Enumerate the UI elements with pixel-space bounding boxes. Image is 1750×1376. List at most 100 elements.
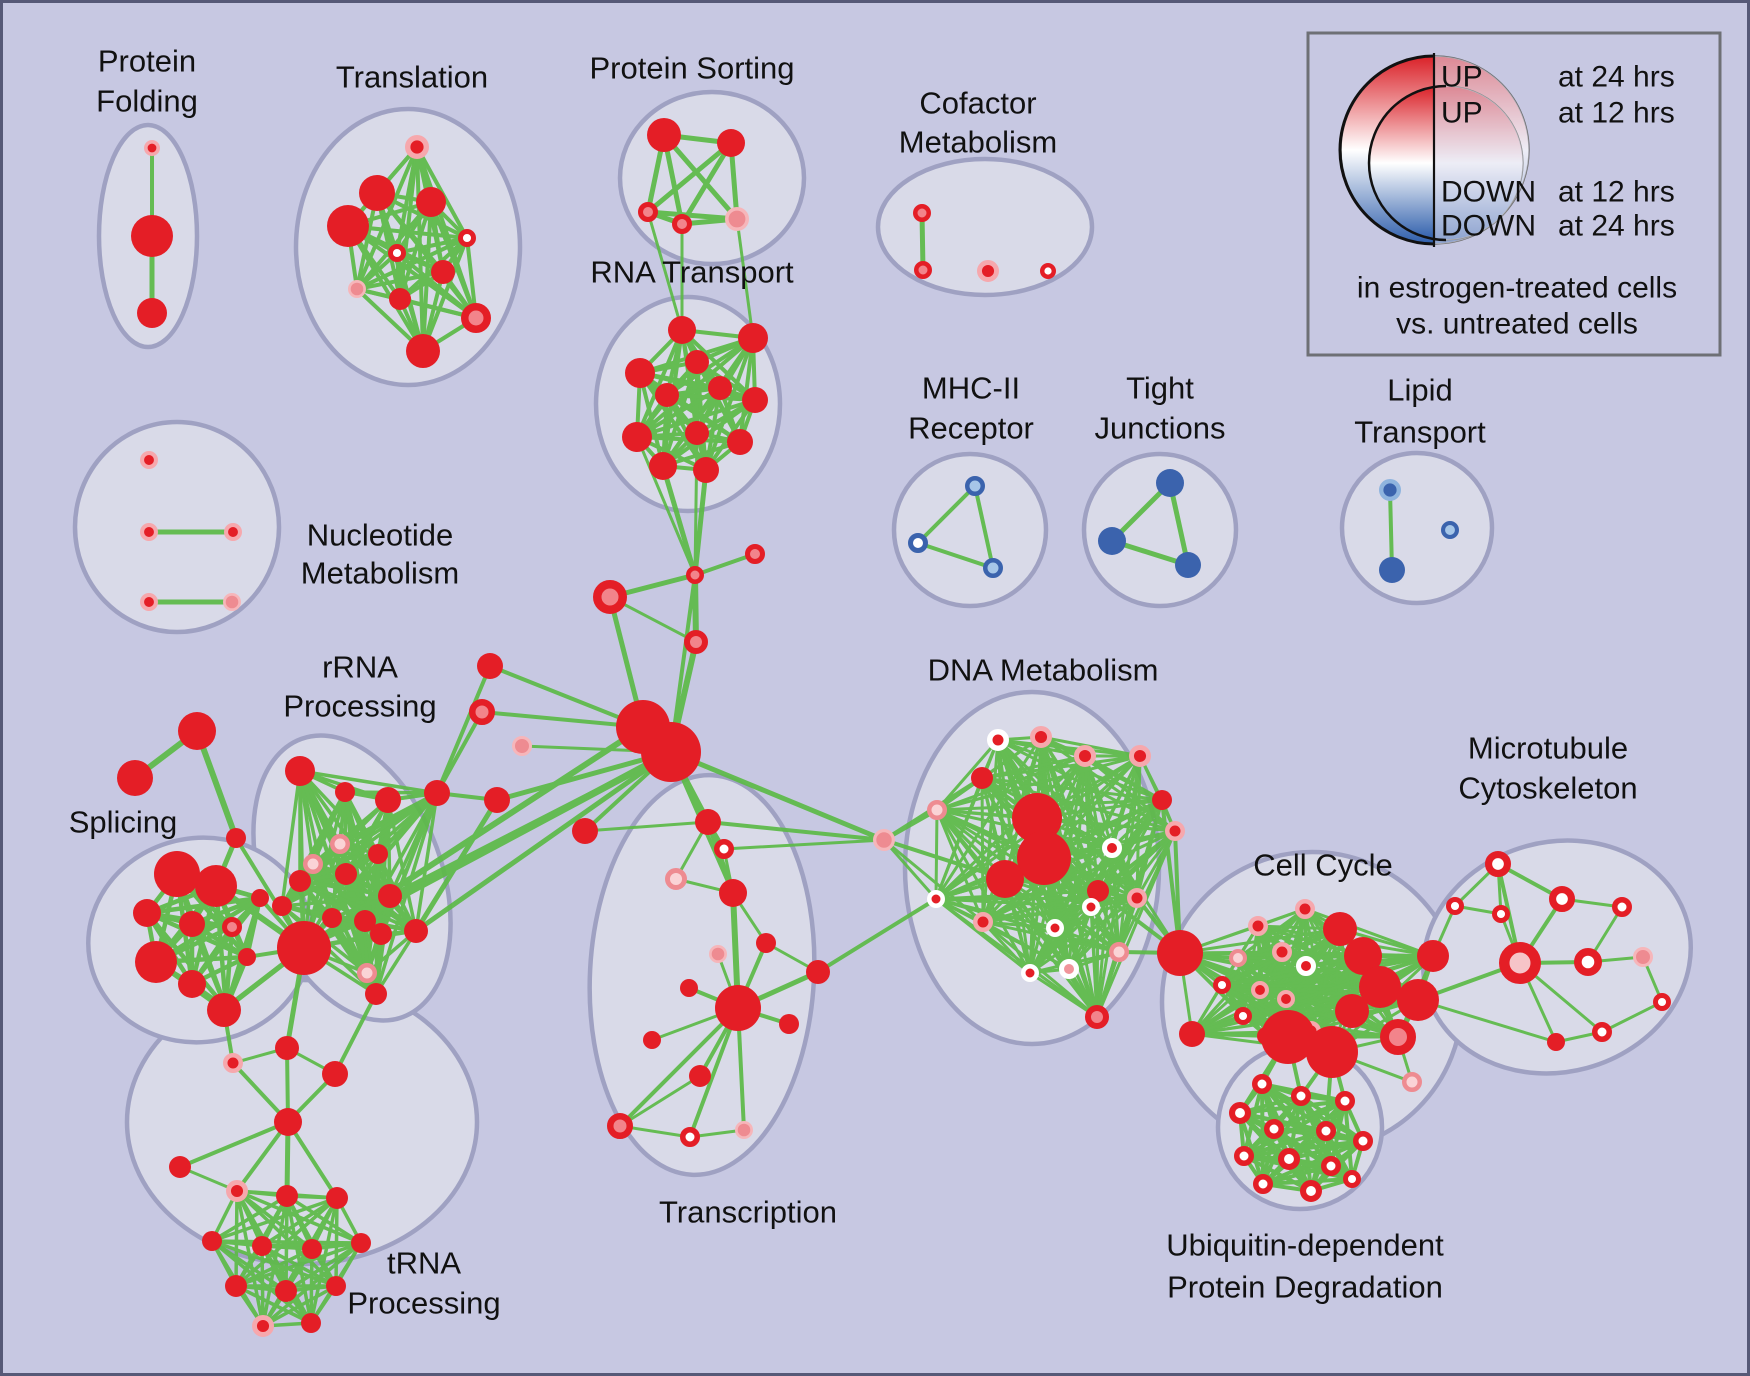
network-node-st2 (117, 760, 153, 796)
network-node-pf3 (137, 298, 167, 328)
network-edge (679, 140, 734, 227)
network-edge (1053, 926, 1121, 954)
network-edge (280, 894, 392, 908)
network-node-cc6 (1251, 981, 1270, 1000)
network-edge (693, 552, 757, 577)
cluster-label-rna-transport: RNA Transport (590, 255, 794, 290)
network-edge (309, 1196, 339, 1325)
network-node-cc19 (1306, 1026, 1358, 1078)
network-node-rr18 (272, 896, 292, 916)
network-edge (388, 750, 673, 898)
network-edge (934, 754, 1087, 901)
network-node-rr1 (277, 921, 331, 975)
network-edge (816, 897, 938, 974)
network-node-sp1 (154, 851, 200, 897)
network-node-tn4 (322, 1061, 348, 1087)
network-node-tx2 (714, 839, 734, 859)
network-node-ub10 (1321, 1156, 1341, 1176)
network-node-tn12 (302, 1239, 322, 1259)
network-node-tr7 (431, 260, 455, 284)
legend-box (1306, 31, 1722, 357)
network-edge (234, 1189, 239, 1288)
network-node-tr4 (327, 205, 369, 247)
legend-footer-line-1: vs. untreated cells (1396, 308, 1638, 341)
network-node-tj2 (1098, 527, 1126, 555)
network-edge (1287, 1139, 1365, 1161)
network-node-tx3 (664, 867, 687, 890)
network-edge (704, 336, 755, 472)
network-node-mt11 (1445, 896, 1464, 915)
network-edge (413, 749, 674, 934)
legend: UP at 24 hrs UP at 12 hrs DOWN at 12 hrs DOWN a… (1306, 31, 1722, 357)
network-edge (934, 808, 939, 901)
network-node-cc3 (1229, 949, 1248, 968)
network-node-dn10 (1102, 838, 1122, 858)
network-edge (260, 1196, 339, 1248)
network-edge (638, 371, 708, 472)
network-node-sp5 (222, 917, 242, 937)
network-edge (665, 393, 742, 444)
network-node-lp2 (1441, 521, 1460, 540)
network-node-tn10 (202, 1231, 222, 1251)
network-node-mt6 (1612, 897, 1632, 917)
network-node-dn5 (927, 800, 947, 820)
legend-direction-label-3: DOWN (1441, 210, 1536, 243)
legend-direction-label-1: UP (1441, 97, 1483, 130)
network-node-cf3 (976, 260, 999, 283)
cluster-bubble-cofactor-metabolism (875, 156, 1095, 298)
network-node-rr5 (424, 780, 450, 806)
network-node-tr2 (359, 175, 395, 211)
network-node-rr8 (335, 863, 357, 885)
network-node-ub8 (1234, 1146, 1254, 1166)
network-node-tx5 (756, 933, 776, 953)
network-edge (235, 1120, 290, 1193)
network-edge (618, 1006, 740, 1128)
network-node-tx6 (708, 944, 727, 963)
network-edge (635, 398, 757, 439)
network-node-tr6 (388, 244, 407, 263)
network-node-cc21 (1179, 1021, 1205, 1047)
network-edge (645, 140, 734, 215)
network-node-ps5 (724, 207, 749, 232)
network-node-cc13 (1359, 966, 1401, 1008)
network-node-tx14 (680, 1127, 700, 1147)
network-node-rt2 (738, 323, 768, 353)
network-node-rr6 (330, 834, 350, 854)
network-node-cc1 (1248, 916, 1268, 936)
network-edge (284, 1241, 363, 1293)
network-node-dn21 (1059, 959, 1079, 979)
network-edge (981, 846, 1114, 924)
cluster-label-tight-junctions: Junctions (1095, 411, 1226, 446)
legend-footer-line-0: in estrogen-treated cells (1357, 272, 1677, 305)
network-node-dn17 (1046, 919, 1064, 937)
network-node-nm2 (139, 523, 158, 542)
cluster-label-nucleotide-metabolism: Nucleotide (307, 518, 453, 553)
network-node-tr10 (461, 303, 491, 333)
network-node-ub12 (1300, 1180, 1323, 1203)
network-node-nm4 (139, 593, 158, 612)
network-edge (996, 738, 1032, 975)
network-node-tn14 (225, 1275, 247, 1297)
network-node-cc5 (1296, 956, 1316, 976)
network-node-sp6 (251, 889, 269, 907)
network-edge (660, 463, 698, 578)
network-node-ub4 (1229, 1102, 1252, 1125)
cluster-label-protein-folding: Protein (98, 44, 196, 79)
legend-time-label-1: at 12 hrs (1558, 97, 1675, 130)
network-edge (286, 1120, 339, 1200)
network-edge (919, 210, 926, 273)
network-node-br1 (477, 653, 503, 679)
network-node-rt1 (668, 316, 696, 344)
network-edge (916, 484, 977, 545)
network-node-tr11 (406, 334, 440, 368)
network-edge (234, 1284, 313, 1325)
network-node-rr15 (365, 983, 387, 1005)
network-node-rt4 (685, 350, 709, 374)
network-node-dn14 (1087, 880, 1109, 902)
network-node-tn1 (207, 993, 241, 1027)
network-node-sp7 (135, 941, 177, 983)
network-node-br4 (512, 736, 532, 756)
network-edge (935, 738, 1000, 812)
network-node-mh1 (965, 476, 985, 496)
network-edge (1241, 927, 1342, 1018)
